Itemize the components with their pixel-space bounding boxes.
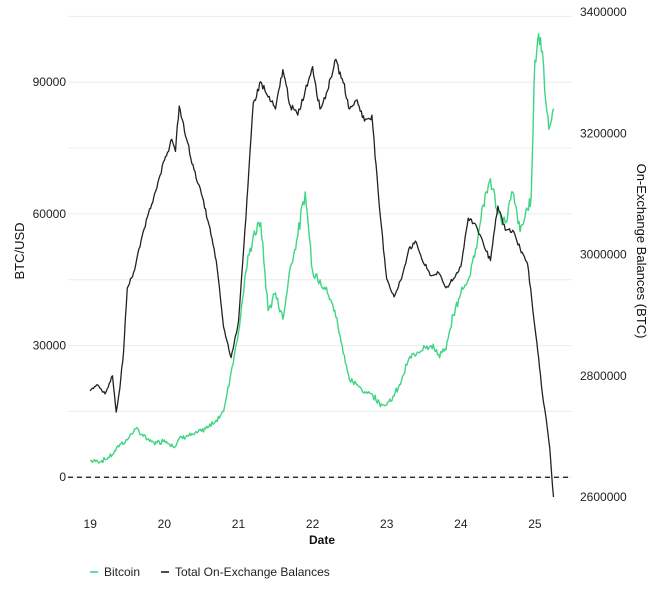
y-right-tick-label: 2600000 <box>580 490 627 504</box>
series-line-bitcoin <box>90 33 555 464</box>
gridlines <box>68 15 572 478</box>
x-axis-ticks: 19 20 21 22 23 24 25 <box>84 517 542 531</box>
y-axis-left-ticks: 0 30000 60000 90000 <box>33 75 67 484</box>
legend-label: Total On-Exchange Balances <box>175 565 330 579</box>
y-left-tick-label: 90000 <box>33 75 67 89</box>
y-right-tick-label: 3400000 <box>580 5 627 19</box>
y-left-tick-label: 30000 <box>33 339 67 353</box>
y-left-tick-label: 0 <box>59 470 66 484</box>
legend: Bitcoin Total On-Exchange Balances <box>90 565 330 579</box>
x-tick-label: 25 <box>528 517 542 531</box>
x-axis-title: Date <box>309 533 335 547</box>
y-left-tick-label: 60000 <box>33 207 67 221</box>
series-lines <box>89 33 555 498</box>
series-line-exchange-balances <box>89 58 555 498</box>
x-tick-label: 23 <box>380 517 394 531</box>
y-axis-right-ticks: 2600000 2800000 3000000 3200000 3400000 <box>580 5 627 504</box>
x-tick-label: 20 <box>158 517 172 531</box>
x-tick-label: 22 <box>306 517 320 531</box>
legend-label: Bitcoin <box>104 565 140 579</box>
y-right-tick-label: 3000000 <box>580 248 627 262</box>
y-axis-right-title: On-Exchange Balances (BTC) <box>634 164 649 339</box>
y-axis-left-title: BTC/USD <box>12 222 27 279</box>
y-right-tick-label: 2800000 <box>580 369 627 383</box>
x-tick-label: 24 <box>454 517 468 531</box>
x-tick-label: 21 <box>232 517 246 531</box>
x-tick-label: 19 <box>84 517 98 531</box>
y-right-tick-label: 3200000 <box>580 126 627 140</box>
